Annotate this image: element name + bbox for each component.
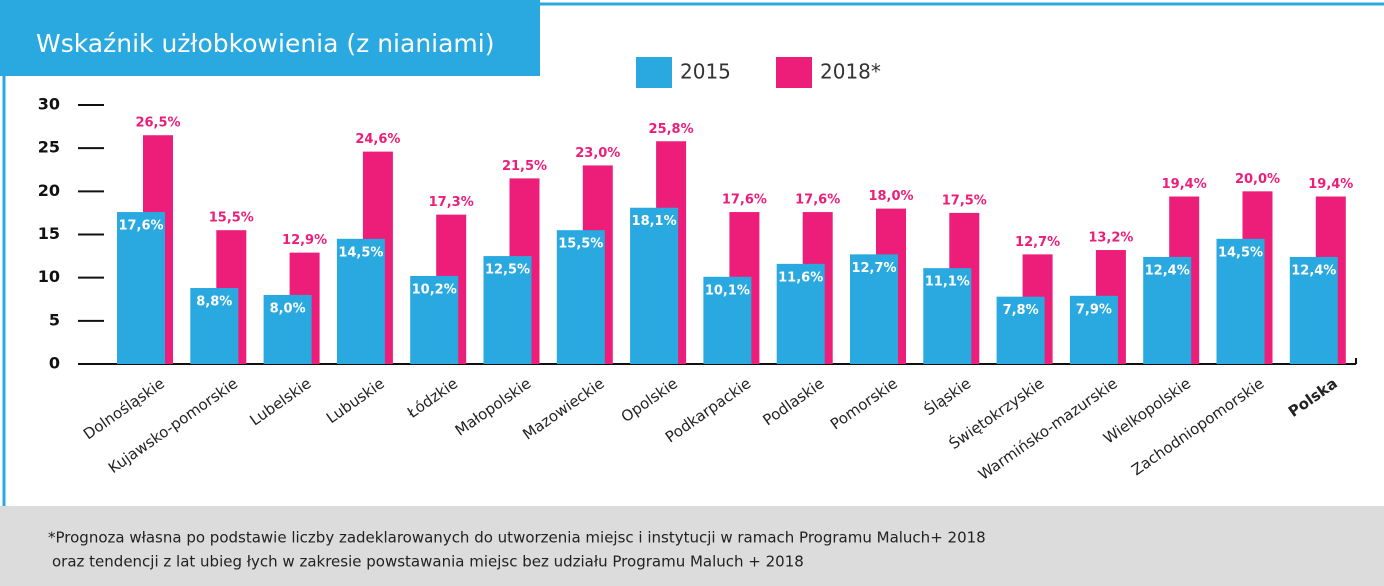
value-label: 21,5% bbox=[502, 159, 547, 174]
value-label: 15,5% bbox=[209, 211, 254, 226]
value-label: 25,8% bbox=[649, 122, 694, 137]
value-label: 10,2% bbox=[412, 282, 457, 297]
bar bbox=[923, 268, 972, 364]
value-label: 8,0% bbox=[270, 301, 306, 316]
value-label: 18,1% bbox=[632, 214, 677, 229]
value-label: 12,9% bbox=[282, 233, 327, 248]
bar bbox=[1216, 238, 1265, 364]
footnote: *Prognoza własna po podstawie liczby zad… bbox=[48, 529, 986, 547]
value-label: 14,5% bbox=[1218, 245, 1263, 260]
value-label: 20,0% bbox=[1235, 172, 1280, 187]
bar bbox=[630, 207, 679, 364]
bar bbox=[850, 254, 898, 364]
value-label: 17,6% bbox=[118, 219, 163, 234]
value-label: 7,9% bbox=[1076, 302, 1112, 317]
value-label: 17,3% bbox=[429, 195, 474, 210]
y-tick-label: 30 bbox=[38, 95, 60, 114]
y-tick-label: 0 bbox=[49, 354, 60, 373]
bar bbox=[190, 288, 239, 364]
value-label: 15,5% bbox=[558, 237, 603, 252]
footer bbox=[0, 506, 1384, 586]
bar bbox=[556, 230, 605, 364]
value-label: 23,0% bbox=[575, 146, 620, 161]
chart-title: Wskaźnik użłobkowienia (z nianiami) bbox=[36, 29, 494, 58]
bar bbox=[263, 294, 312, 364]
value-label: 12,4% bbox=[1145, 263, 1190, 278]
value-label: 17,5% bbox=[942, 193, 987, 208]
bar bbox=[1069, 295, 1118, 364]
value-label: 24,6% bbox=[355, 132, 400, 147]
bar bbox=[1289, 256, 1338, 364]
value-label: 13,2% bbox=[1088, 231, 1133, 246]
y-tick-label: 20 bbox=[38, 181, 60, 200]
y-tick-label: 15 bbox=[38, 224, 60, 243]
value-label: 12,7% bbox=[851, 261, 896, 276]
value-label: 26,5% bbox=[135, 116, 180, 131]
value-label: 11,6% bbox=[778, 270, 823, 285]
bar bbox=[117, 212, 165, 364]
value-label: 19,4% bbox=[1162, 177, 1207, 192]
bar bbox=[703, 276, 752, 364]
value-label: 11,1% bbox=[925, 275, 970, 290]
value-label: 18,0% bbox=[868, 189, 913, 204]
y-tick-label: 5 bbox=[49, 310, 60, 329]
legend-label: 2015 bbox=[680, 60, 731, 84]
value-label: 19,4% bbox=[1308, 177, 1353, 192]
title-box bbox=[0, 0, 540, 76]
value-label: 17,6% bbox=[722, 193, 767, 208]
legend-label: 2018* bbox=[820, 60, 881, 84]
bar bbox=[410, 275, 459, 364]
bar bbox=[1143, 256, 1192, 364]
value-label: 8,8% bbox=[196, 295, 232, 310]
legend-swatch bbox=[636, 57, 672, 88]
value-label: 10,1% bbox=[705, 283, 750, 298]
value-label: 14,5% bbox=[338, 245, 383, 260]
bar bbox=[776, 263, 825, 364]
y-tick-label: 25 bbox=[38, 138, 60, 157]
y-tick-label: 10 bbox=[38, 267, 60, 286]
value-label: 12,7% bbox=[1015, 235, 1060, 250]
value-label: 12,4% bbox=[1291, 263, 1336, 278]
value-label: 17,6% bbox=[795, 193, 840, 208]
footnote: oraz tendencji z lat ubieg łych w zakres… bbox=[52, 553, 804, 571]
bar bbox=[996, 296, 1045, 364]
bar bbox=[483, 256, 532, 364]
value-label: 12,5% bbox=[485, 263, 530, 278]
value-label: 7,8% bbox=[1003, 303, 1039, 318]
bar bbox=[336, 238, 385, 364]
legend-swatch bbox=[776, 57, 812, 88]
